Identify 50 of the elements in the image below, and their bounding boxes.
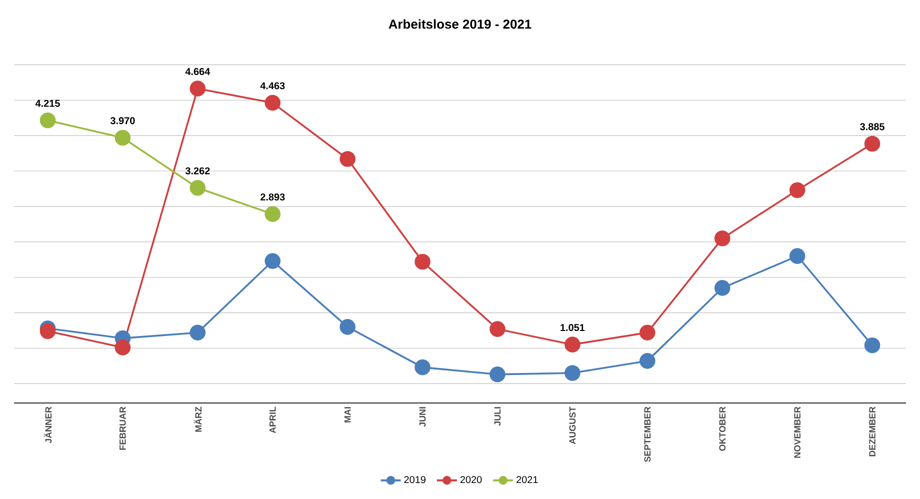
point (640, 324, 656, 340)
point (114, 340, 131, 356)
point (264, 94, 281, 111)
point (714, 230, 730, 246)
point (640, 353, 656, 369)
point (190, 324, 206, 340)
legend-label: 2019 (404, 476, 426, 484)
point (490, 321, 506, 337)
data-label: 1.051 (560, 324, 585, 332)
legend-label: 2021 (516, 476, 538, 484)
point (564, 336, 580, 352)
point (264, 253, 281, 269)
point (864, 136, 880, 152)
data-label: 2.893 (260, 193, 285, 201)
point (40, 323, 56, 340)
point (490, 366, 506, 382)
point (414, 359, 430, 376)
data-label: 3.262 (185, 167, 210, 174)
point (414, 254, 430, 270)
x-tick-label: DEZEMBER (869, 406, 876, 456)
x-tick-label: FEBRUAR (120, 406, 126, 450)
point (264, 206, 281, 222)
x-tick-label: JUNI (419, 407, 426, 427)
x-tick-label: JÄNNER (44, 406, 52, 444)
data-label: 4.664 (185, 68, 210, 76)
point (340, 151, 356, 167)
point (190, 180, 206, 196)
point (789, 182, 806, 198)
point (114, 130, 131, 146)
legend-label: 2020 (460, 476, 482, 484)
x-tick-label: NOVEMBER (794, 406, 800, 458)
data-label: 3.970 (110, 117, 135, 124)
data-label: 4.215 (35, 100, 60, 107)
point (340, 319, 356, 335)
point (190, 80, 206, 96)
point (40, 112, 56, 128)
x-tick-label: OKTOBER (719, 406, 726, 451)
point (714, 280, 730, 296)
point (564, 365, 580, 381)
point (864, 337, 880, 354)
data-label: 4.463 (260, 82, 285, 90)
x-tick-label: AUGUST (569, 406, 576, 444)
x-tick-label: MAI (344, 407, 351, 422)
point (789, 248, 806, 264)
x-tick-label: MÄRZ (194, 406, 202, 432)
x-tick-label: JULI (494, 407, 501, 426)
x-tick-label: APRIL (270, 406, 276, 434)
x-tick-label: SEPTEMBER (644, 406, 651, 462)
data-label: 3.885 (860, 123, 884, 130)
chart-title: Arbeitslose 2019 - 2021 (388, 19, 532, 29)
